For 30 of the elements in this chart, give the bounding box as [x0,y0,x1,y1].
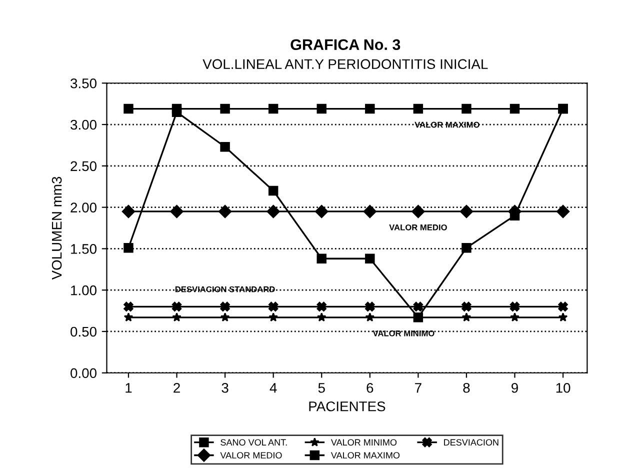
x-tick-label: 2 [174,382,180,393]
x-tick-label: 8 [463,382,470,393]
y-tick-label: 2.50 [70,161,96,172]
legend-label: VALOR MINIMO [330,439,397,446]
annotation: VALOR MINIMO [372,330,434,336]
legend-label: SANO VOL ANT. [220,439,287,446]
y-tick-label: 3.50 [70,78,96,88]
x-tick-label: 9 [512,382,518,393]
y-axis-title: VOLUMEN mm3 [52,176,62,280]
y-tick-label: 1.00 [71,285,96,296]
x-axis-title: PACIENTES [309,401,386,412]
x-tick-label: 1 [126,383,132,393]
legend-label: VALOR MAXIMO [330,452,400,459]
y-tick-label: 2.00 [70,202,96,212]
y-tick-label: 0.50 [70,326,96,337]
x-tick-label: 10 [556,382,570,393]
annotation: DESVIACION STANDARD [175,286,275,292]
chart-title: GRAFICA No. 3 [290,39,400,50]
x-tick-label: 6 [366,382,374,393]
x-tick-label: 3 [222,382,228,393]
y-tick-label: 1.50 [71,244,96,254]
x-tick-label: 5 [318,383,325,393]
x-tick-label: 7 [415,383,422,393]
legend-label: DESVIACION [444,439,498,446]
y-tick-label: 3.00 [70,120,96,130]
x-tick-label: 4 [270,383,277,393]
legend-label: VALOR MEDIO [220,452,282,459]
y-tick-label: 0.00 [70,368,96,378]
annotation: VALOR MEDIO [389,224,447,230]
chart-subtitle: VOL.LINEAL ANT.Y PERIODONTITIS INICIAL [202,59,488,70]
